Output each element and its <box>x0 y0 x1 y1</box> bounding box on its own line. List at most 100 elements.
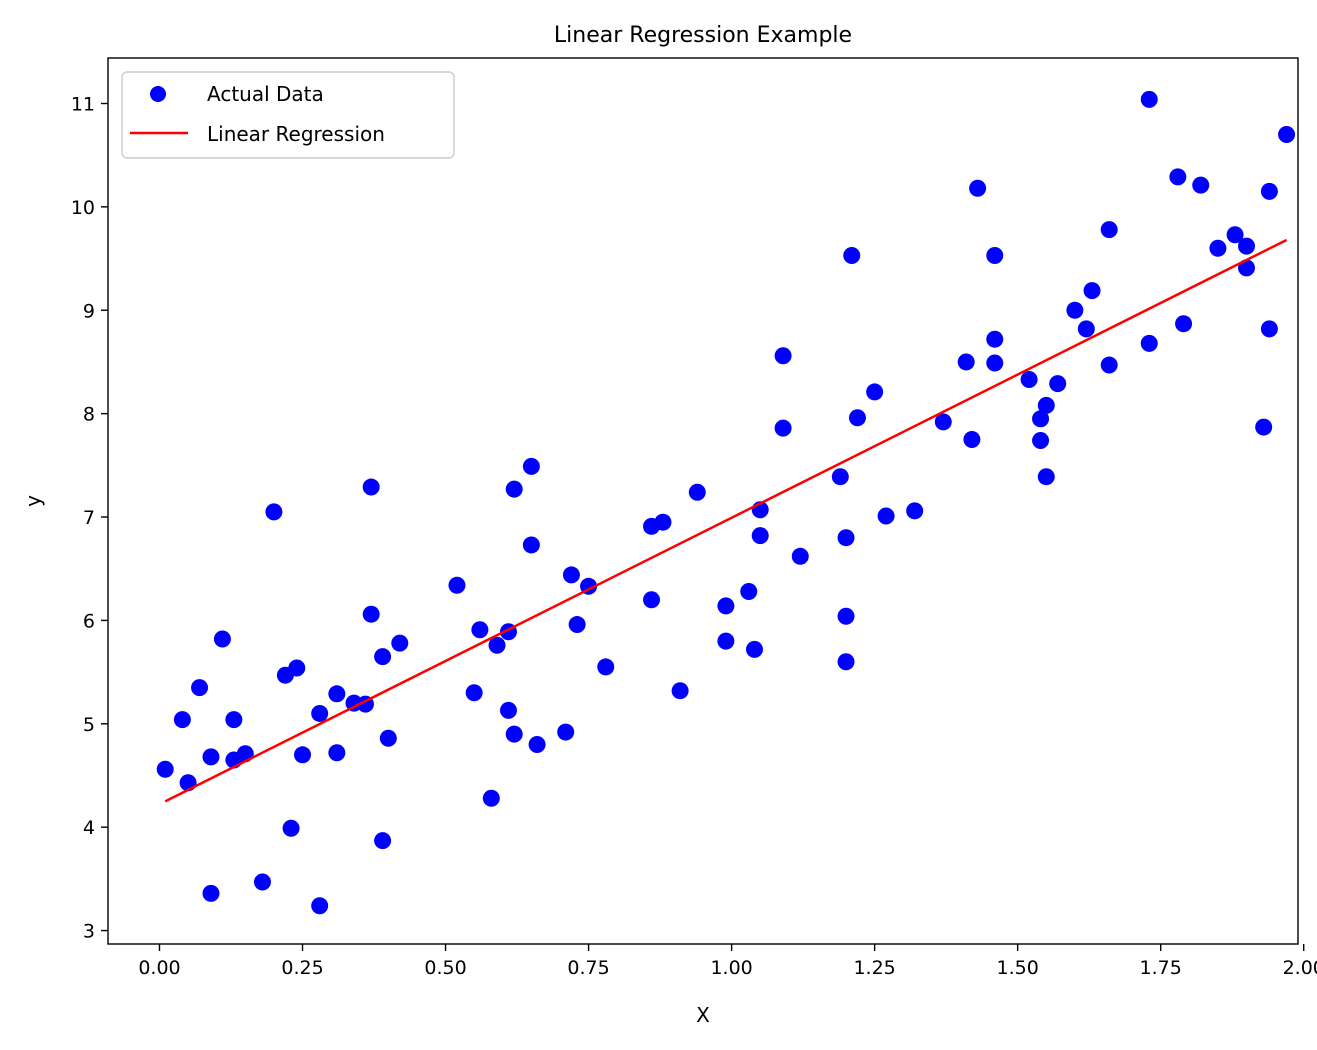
scatter-point <box>505 725 523 743</box>
legend: Actual Data Linear Regression <box>121 71 455 159</box>
scatter-series <box>156 90 1296 915</box>
scatter-point <box>328 685 346 703</box>
scatter-point <box>1100 221 1118 239</box>
scatter-point <box>522 536 540 554</box>
scatter-point <box>288 659 306 677</box>
scatter-point <box>671 682 689 700</box>
x-tick-label: 0.25 <box>281 957 323 979</box>
y-tick-label: 11 <box>71 93 95 115</box>
scatter-point <box>282 819 300 837</box>
scatter-point <box>906 502 924 520</box>
plot-background <box>108 58 1298 944</box>
scatter-point <box>654 513 672 531</box>
scatter-point <box>448 576 466 594</box>
scatter-point <box>311 897 329 915</box>
scatter-point <box>843 246 861 264</box>
scatter-point <box>328 744 346 762</box>
legend-frame <box>121 71 455 159</box>
y-tick-label: 5 <box>83 714 95 736</box>
scatter-point <box>202 748 220 766</box>
scatter-point <box>745 640 763 658</box>
scatter-point <box>848 409 866 427</box>
scatter-point <box>1238 237 1256 255</box>
x-tick-label: 1.75 <box>1140 957 1182 979</box>
x-tick-label: 0.50 <box>424 957 466 979</box>
scatter-point <box>643 591 661 609</box>
scatter-point <box>717 597 735 615</box>
scatter-point <box>1037 468 1055 486</box>
scatter-point <box>986 354 1004 372</box>
scatter-point <box>986 330 1004 348</box>
scatter-point <box>1226 226 1244 244</box>
plot-frame <box>107 57 1299 945</box>
scatter-point <box>986 246 1004 264</box>
x-tick-label: 0.75 <box>567 957 609 979</box>
scatter-point <box>1049 375 1067 393</box>
y-tick-label: 4 <box>83 817 95 839</box>
scatter-point <box>963 430 981 448</box>
scatter-point <box>562 566 580 584</box>
scatter-point <box>1100 356 1118 374</box>
y-tick-label: 8 <box>83 404 95 426</box>
scatter-point <box>213 630 231 648</box>
scatter-point <box>837 529 855 547</box>
y-tick-label: 9 <box>83 300 95 322</box>
scatter-point <box>740 582 758 600</box>
scatter-point <box>391 634 409 652</box>
scatter-point <box>465 684 483 702</box>
scatter-point <box>253 873 271 891</box>
scatter-point <box>831 468 849 486</box>
scatter-point <box>1169 168 1187 186</box>
scatter-point <box>1140 334 1158 352</box>
y-tick-label: 10 <box>71 197 95 219</box>
legend-label-actual-data: Actual Data <box>207 82 324 106</box>
scatter-point <box>499 701 517 719</box>
chart-title: Linear Regression Example <box>554 23 852 48</box>
scatter-point <box>1260 320 1278 338</box>
scatter-point <box>362 478 380 496</box>
scatter-point <box>1209 239 1227 257</box>
x-tick-label: 2.00 <box>1283 957 1317 979</box>
scatter-point <box>1032 410 1050 428</box>
scatter-point <box>568 616 586 634</box>
regression-series <box>164 238 1288 803</box>
scatter-point <box>236 745 254 763</box>
scatter-point <box>173 711 191 729</box>
regression-line <box>164 238 1288 803</box>
x-tick-label: 0.00 <box>138 957 180 979</box>
scatter-point <box>294 746 312 764</box>
scatter-point <box>774 419 792 437</box>
scatter-point <box>505 480 523 498</box>
x-tick-label: 1.50 <box>997 957 1039 979</box>
scatter-point <box>866 383 884 401</box>
scatter-point <box>1278 126 1296 144</box>
scatter-point <box>528 735 546 753</box>
scatter-point <box>1066 301 1084 319</box>
scatter-point <box>1255 418 1273 436</box>
x-tick-label: 1.00 <box>710 957 752 979</box>
scatter-point <box>362 605 380 623</box>
scatter-point <box>557 723 575 741</box>
y-tick-label: 6 <box>83 610 95 632</box>
y-axis-ticks: 3 4 5 6 7 8 9 10 11 <box>71 93 108 943</box>
scatter-point <box>488 636 506 654</box>
scatter-point <box>1260 182 1278 200</box>
scatter-point <box>311 704 329 722</box>
scatter-point <box>265 503 283 521</box>
scatter-point <box>156 760 174 778</box>
x-axis-label: X <box>696 1003 710 1027</box>
scatter-point <box>791 547 809 565</box>
x-tick-label: 1.25 <box>853 957 895 979</box>
scatter-point <box>374 648 392 666</box>
scatter-point <box>717 632 735 650</box>
scatter-point <box>374 832 392 850</box>
scatter-point <box>522 457 540 475</box>
scatter-point <box>1032 432 1050 450</box>
scatter-point <box>225 711 243 729</box>
scatter-point <box>1192 176 1210 194</box>
scatter-point <box>471 621 489 639</box>
scatter-point <box>379 729 397 747</box>
scatter-point <box>774 347 792 365</box>
